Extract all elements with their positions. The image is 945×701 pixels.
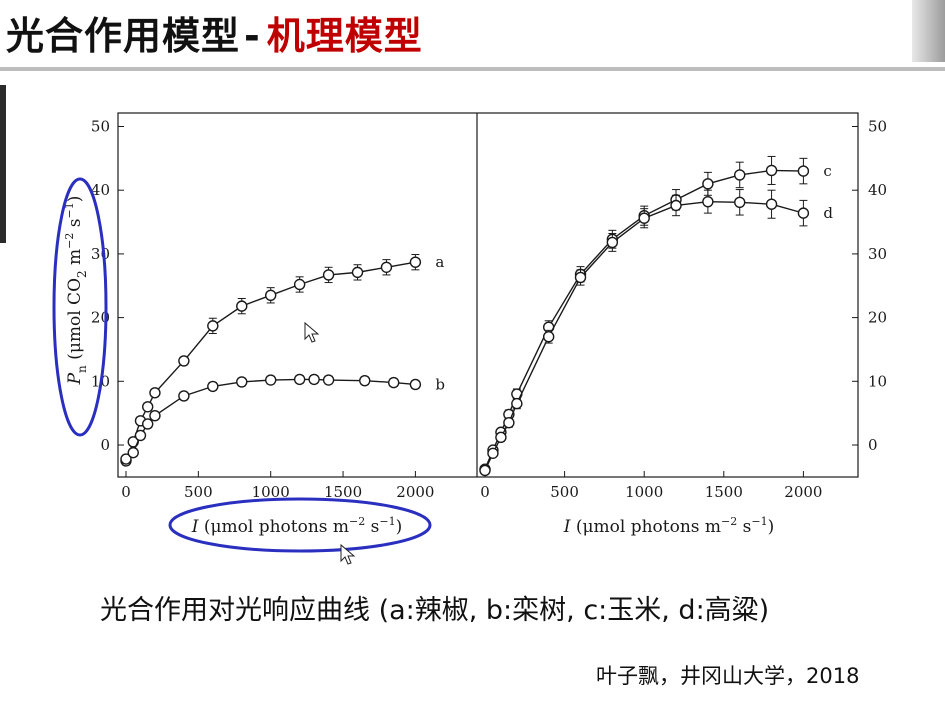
series-d: d <box>479 189 833 477</box>
data-point <box>702 195 714 208</box>
left-accent-bar <box>0 85 6 243</box>
y-tick-label: 50 <box>91 118 110 136</box>
data-point <box>542 331 555 343</box>
y-tick-label: 30 <box>91 245 110 263</box>
x-tick-label: 0 <box>480 483 490 501</box>
x-axis-title: I (μmol photons m−2 s−1) <box>191 515 403 537</box>
series-label-c: c <box>823 162 831 180</box>
y-tick-label: 0 <box>100 436 110 454</box>
title-accent: 机理模型 <box>266 14 423 58</box>
x-tick-label: 2000 <box>784 483 822 501</box>
figure-caption: 光合作用对光响应曲线 (a:辣椒, b:栾树, c:玉米, d:高粱) <box>100 595 770 626</box>
data-point <box>134 429 147 442</box>
title-main: 光合作用模型 <box>6 14 241 58</box>
source-credit: 叶子飘，井冈山大学，2018 <box>596 664 860 688</box>
series-label-b: b <box>435 375 445 393</box>
x-axis-title: I (μmol photons m−2 s−1) <box>563 515 775 537</box>
series-line-d <box>484 200 804 471</box>
x-tick-label: 1500 <box>324 483 362 501</box>
data-point <box>236 300 248 312</box>
data-point <box>606 236 619 249</box>
data-point <box>670 199 682 212</box>
data-point <box>574 271 587 284</box>
data-point <box>142 401 154 413</box>
data-point <box>380 261 393 273</box>
data-point <box>207 320 219 332</box>
x-tick-label: 1000 <box>252 483 290 501</box>
figure: 0 500 1000 1500 2000 0 10 20 30 40 50 a b 0 500 1000 150… <box>40 105 890 579</box>
data-point <box>149 387 161 399</box>
chart-panel-right: 0 500 1000 1500 2000 0 10 20 30 40 50 c d <box>479 118 887 501</box>
y-tick-label: 50 <box>868 118 887 136</box>
data-point <box>149 409 161 422</box>
data-point <box>503 417 515 429</box>
y-tick-label: 10 <box>868 372 887 390</box>
data-point <box>479 464 491 477</box>
y-title-highlight-ellipse <box>52 177 108 437</box>
data-point <box>387 376 400 389</box>
x-title-highlight-ellipse <box>168 497 432 553</box>
data-point <box>409 256 422 268</box>
plot-frame <box>117 112 859 478</box>
data-point <box>142 418 154 430</box>
data-point <box>797 165 810 177</box>
y-tick-label: 40 <box>91 181 110 199</box>
data-point <box>308 373 320 386</box>
y-tick-label: 20 <box>868 309 887 327</box>
title-rule <box>0 67 945 71</box>
data-point <box>236 376 248 388</box>
data-point <box>359 374 371 387</box>
y-tick-label: 0 <box>868 436 878 454</box>
data-point <box>207 380 219 393</box>
x-tick-label: 1000 <box>625 483 663 501</box>
mouse-cursor <box>304 321 320 343</box>
x-tick-label: 500 <box>550 483 579 501</box>
series-b: b <box>120 373 445 465</box>
data-point <box>322 269 335 281</box>
slide-title: 光合作用模型 - 机理模型 <box>6 10 423 62</box>
mouse-cursor <box>340 543 356 565</box>
y-tick-label: 40 <box>868 181 887 199</box>
data-point <box>638 212 650 224</box>
series-label-d: d <box>823 204 833 222</box>
data-point <box>765 198 778 210</box>
y-axis-title: Pn (μmol CO2 m−2 s−1) <box>63 196 89 386</box>
data-point <box>264 374 277 386</box>
x-tick-label: 500 <box>184 483 213 501</box>
x-tick-label: 2000 <box>396 483 434 501</box>
series-a: a <box>120 253 444 467</box>
data-point <box>264 289 277 302</box>
data-point <box>702 178 714 190</box>
title-separator: - <box>244 14 261 58</box>
data-point <box>409 378 422 391</box>
x-tick-label: 1500 <box>705 483 743 501</box>
data-point <box>351 266 364 279</box>
series-line-b <box>125 378 416 460</box>
data-point <box>734 196 746 209</box>
data-point <box>120 453 132 465</box>
data-point <box>495 431 507 444</box>
y-tick-label: 30 <box>868 245 887 263</box>
data-point <box>127 446 139 459</box>
series-label-a: a <box>435 253 444 271</box>
data-point <box>178 355 190 367</box>
data-point <box>487 447 499 459</box>
data-point <box>322 374 335 386</box>
data-point <box>178 390 190 402</box>
x-tick-label: 0 <box>121 483 131 501</box>
data-point <box>734 169 746 181</box>
data-point <box>765 164 778 177</box>
data-point <box>293 278 306 291</box>
series-c: c <box>479 155 832 475</box>
data-point <box>797 207 810 219</box>
data-point <box>511 397 523 410</box>
data-point <box>293 373 306 386</box>
watermark-logo <box>912 0 945 62</box>
